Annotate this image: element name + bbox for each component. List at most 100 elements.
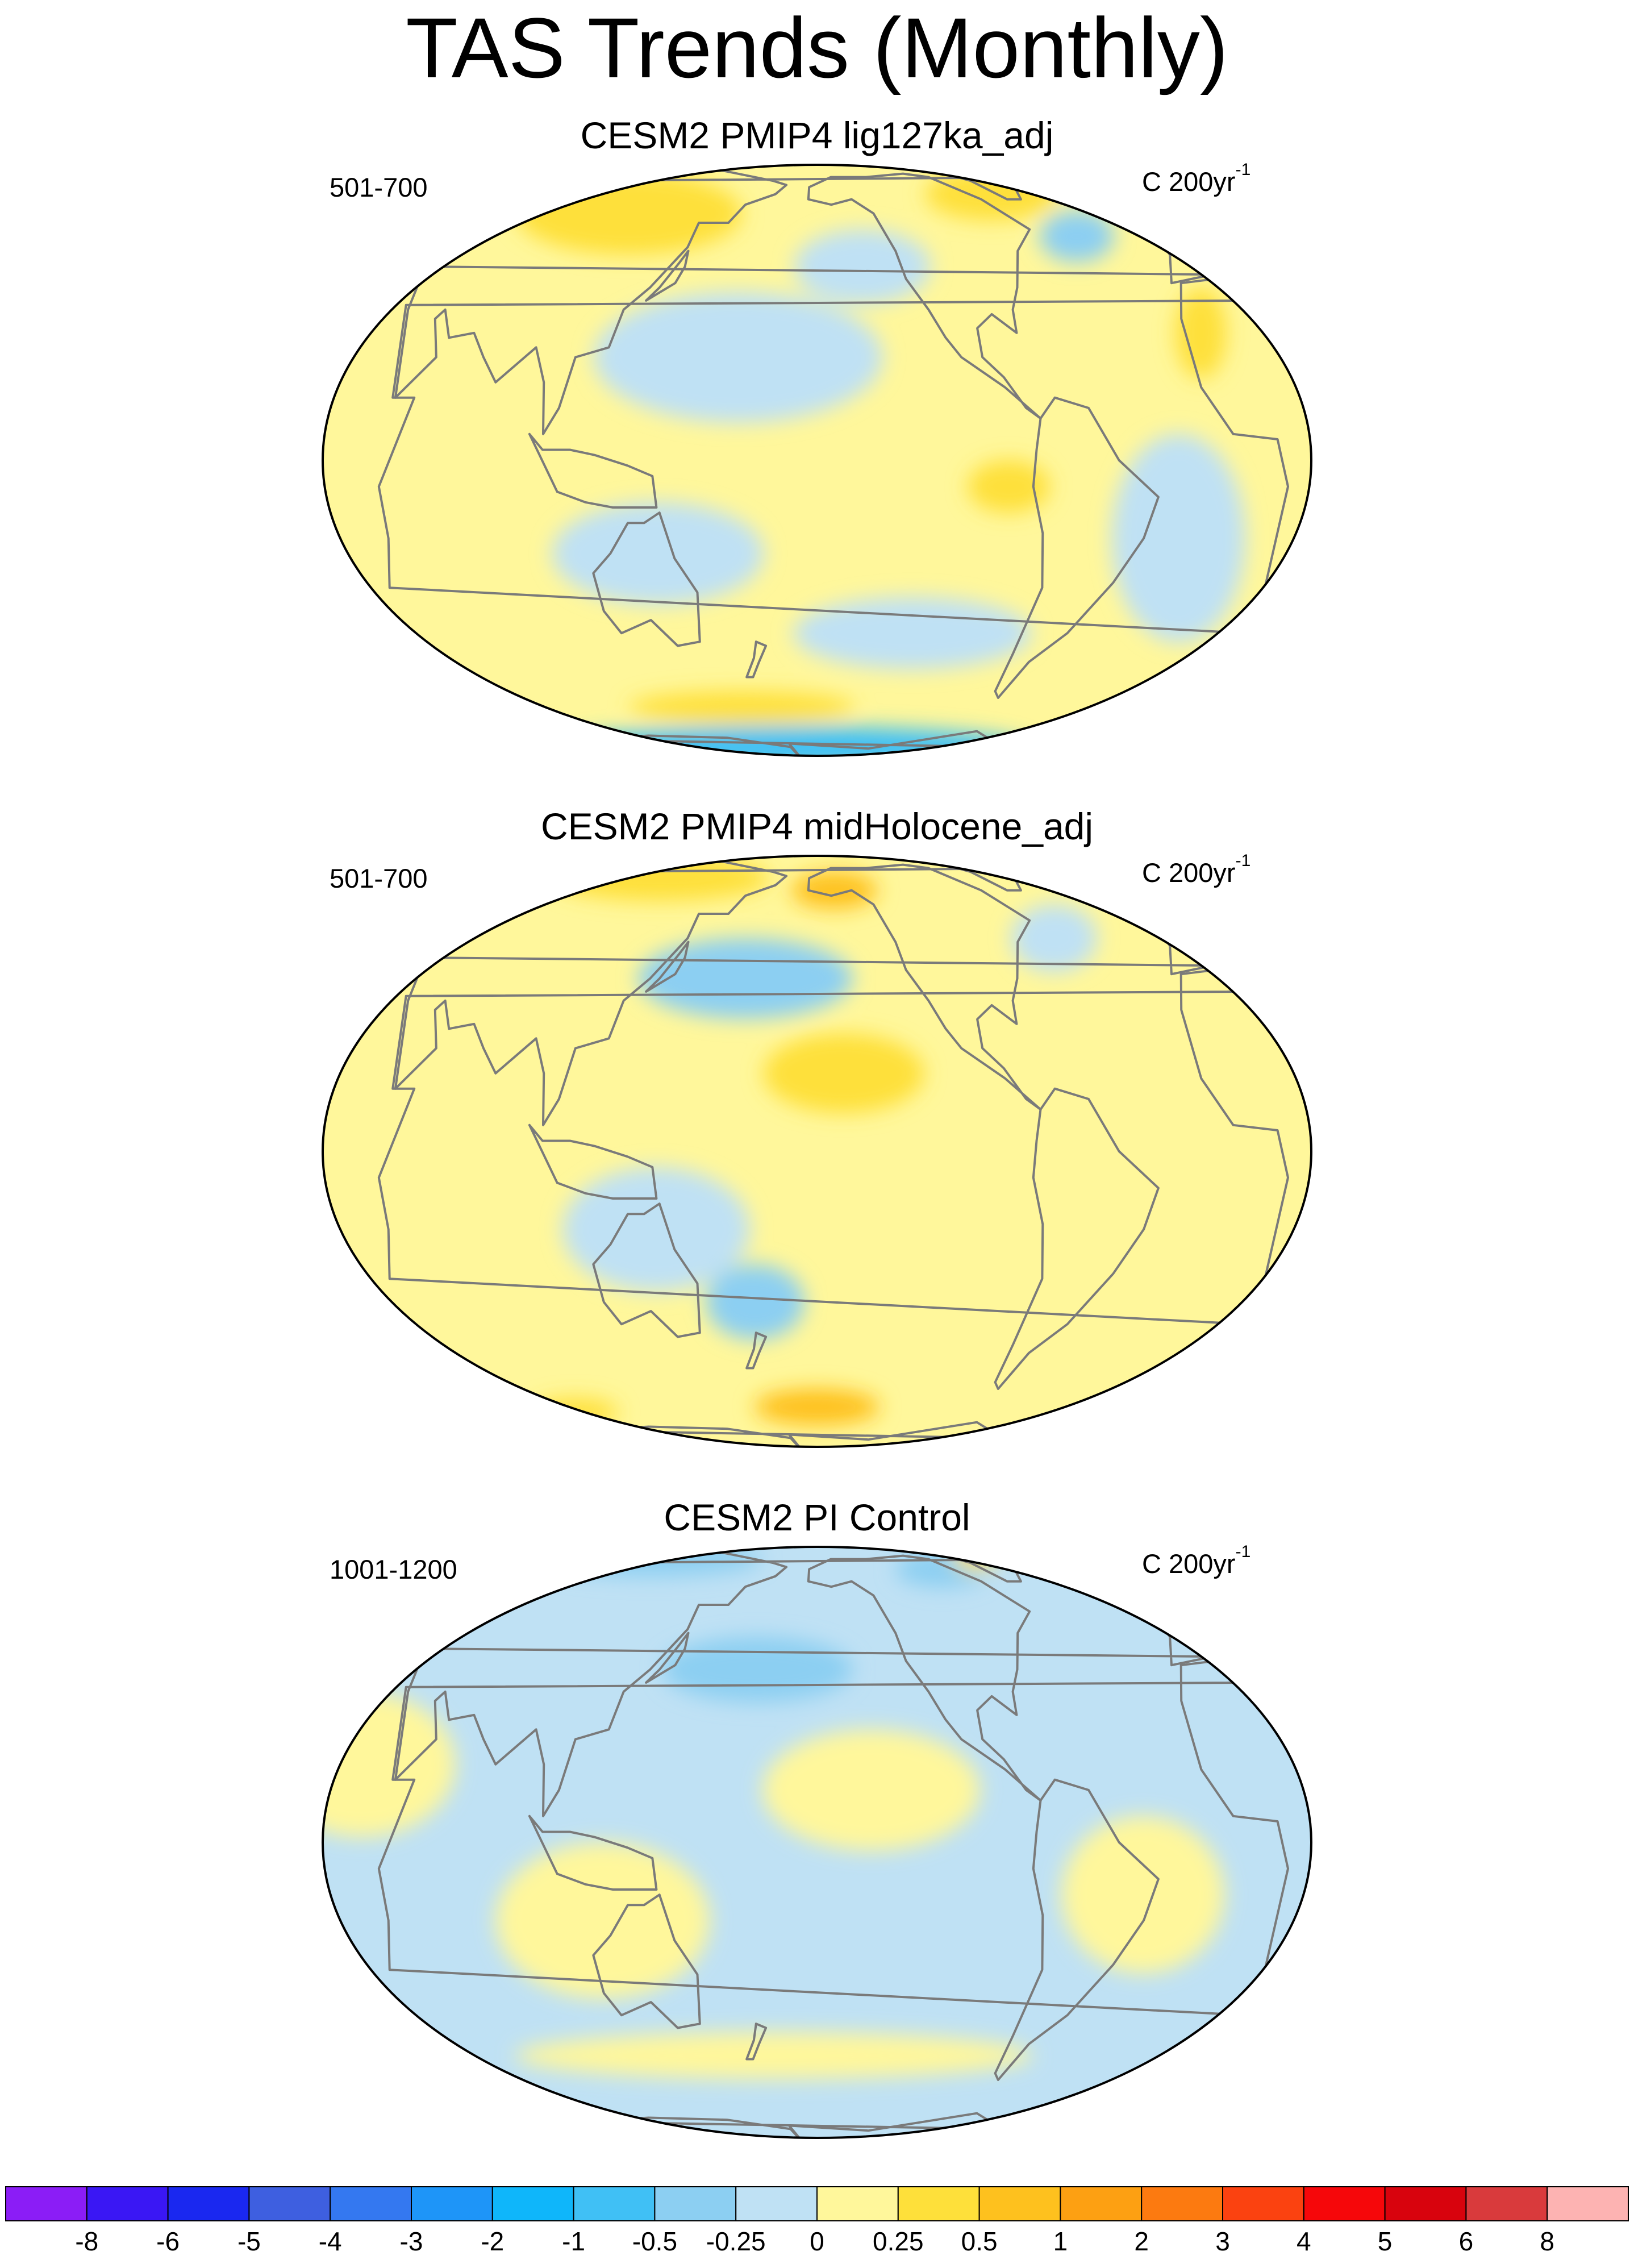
coastline-south-america [994,1087,1160,1390]
anomaly-region [532,1398,619,1427]
anomaly-region [791,872,878,909]
colorbar-bin [411,2186,493,2221]
panel-period-1: 501-700 [330,172,428,202]
coastline-south-america [994,396,1160,699]
anomaly-region [968,460,1050,513]
colorbar-tick-label: 4 [1297,2227,1311,2256]
map-border [322,164,1312,757]
colorbar-bin [1141,2186,1223,2221]
coastline-japan [645,1632,690,1684]
anomaly-region [763,1033,924,1113]
anomaly-region [1061,1816,1225,1974]
colorbar-tick-label: 0 [810,2227,824,2256]
colorbar-bin [248,2186,331,2221]
colorbar-tick-label: 1 [1053,2227,1068,2256]
anomaly-region [516,172,742,255]
coastline-africa [377,277,1289,635]
figure-title: TAS Trends (Monthly) [406,0,1228,95]
colorbar-tick-label: 5 [1378,2227,1393,2256]
coastline-new-zealand [745,640,768,679]
coastline-africa [377,1659,1289,2017]
colorbar-tick-label: -0.25 [706,2227,766,2256]
colorbar-tick-label: -5 [237,2227,261,2256]
colorbar-bin [1547,2186,1629,2221]
colorbar-bin [1465,2186,1548,2221]
colorbar-bin [897,2186,980,2221]
coastline-japan [645,941,690,993]
anomaly-region [323,1691,456,1837]
anomaly-region [628,691,855,723]
colorbar-bin [1222,2186,1304,2221]
panel-units-1: C 200yr-1 [1142,160,1251,197]
map-border [322,855,1312,1448]
colorbar-bin [491,2186,574,2221]
panel-title-1: CESM2 PMIP4 lig127ka_adj [580,114,1054,156]
colorbar-bin [654,2186,737,2221]
colorbar-tick-label: 6 [1459,2227,1474,2256]
colorbar-bin [1060,2186,1143,2221]
anomaly-region [794,229,931,304]
map-background [323,856,1311,1447]
anomaly-region [793,597,1032,669]
coastline-north-america [807,172,1042,420]
coastline-indonesia [528,1815,658,1891]
anomaly-region [1111,434,1246,643]
panel-title-3: CESM2 PI Control [664,1496,970,1538]
anomaly-region [515,2032,1033,2079]
panel-units-2: C 200yr-1 [1142,851,1251,888]
colorbar-bin [816,2186,899,2221]
panel-title-2: CESM2 PMIP4 midHolocene_adj [540,805,1094,847]
colorbar-tick-label: 0.25 [873,2227,924,2256]
anomaly-region [1011,904,1098,972]
coastline-australia [592,1202,701,1338]
colorbar-bin [167,2186,250,2221]
colorbar-tick-label: -1 [562,2227,585,2256]
anomaly-region [754,1388,880,1425]
panel-period-3: 1001-1200 [330,1554,457,1584]
anomaly-region [762,1729,980,1851]
anomaly-region [705,1264,805,1340]
map-border [322,1546,1312,2139]
colorbar-bin [573,2186,656,2221]
panel-units-3: C 200yr-1 [1142,1542,1251,1579]
colorbar: -8 -6 -5 -4 -3 -2 -1 -0.5 -0.25 0 0.25 0.5 1 2 3 4 5 6 8 [5,2186,1629,2256]
coastline-new-zealand [745,1331,768,1370]
colorbar-tick-label: -8 [75,2227,98,2256]
colorbar-tick-label: -6 [156,2227,180,2256]
map-panel-2 [322,855,1312,1448]
anomaly-region [562,1167,751,1292]
coastline-new-zealand [745,2023,768,2061]
colorbar-bin [86,2186,169,2221]
colorbar-tick-label: -2 [481,2227,504,2256]
coastline-indonesia [528,432,658,509]
colorbar-bin [5,2186,87,2221]
coastline-south-america [994,1778,1160,2081]
anomaly-region [662,1637,853,1703]
colorbar-bin [1384,2186,1467,2221]
anomaly-region [552,502,764,605]
colorbar-bin [735,2186,818,2221]
panel-period-2: 501-700 [330,863,428,893]
colorbar-bin [1303,2186,1386,2221]
map-panel-1 [322,164,1312,757]
coastline-indonesia [528,1123,658,1200]
map-panel-3 [322,1546,1312,2139]
coastline-australia [592,511,701,647]
anomaly-region [551,856,770,901]
coastline-japan [645,249,690,302]
coastline-north-america [807,863,1042,1111]
colorbar-tick-label: 0.5 [961,2227,998,2256]
colorbar-bin [330,2186,412,2221]
anomaly-region [495,1842,710,1999]
colorbar-bin [978,2186,1061,2221]
colorbar-tick-label: -4 [319,2227,342,2256]
anomaly-region [638,938,853,1019]
colorbar-tick-label: -0.5 [632,2227,677,2256]
anomaly-region [1039,210,1115,263]
anomaly-region [1175,287,1227,378]
anomaly-region [538,1547,761,1576]
anomaly-region [594,292,883,423]
coastline-australia [592,1894,701,2029]
colorbar-tick-label: 8 [1540,2227,1554,2256]
colorbar-tick-label: 2 [1134,2227,1149,2256]
